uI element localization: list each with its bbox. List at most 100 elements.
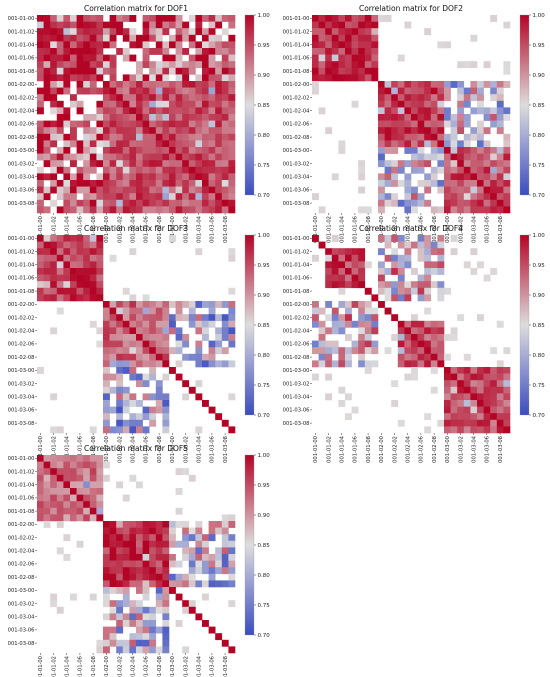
heatmap-cell — [221, 54, 229, 62]
heatmap-cell — [37, 494, 44, 502]
heatmap-cell — [364, 48, 372, 55]
heatmap-cell — [417, 199, 425, 207]
heatmap-cell — [136, 153, 143, 161]
heatmap-cell — [96, 287, 104, 295]
heatmap-cell — [56, 494, 64, 502]
heatmap-cell — [142, 560, 150, 568]
heatmap-cell — [318, 21, 326, 29]
heatmap-cell — [142, 186, 150, 194]
heatmap-cell — [437, 147, 445, 154]
heatmap-cell — [364, 320, 372, 328]
heatmap-cell — [318, 360, 326, 368]
heatmap-cell — [397, 320, 405, 328]
heatmap-cell — [444, 380, 451, 388]
heatmap-cell — [195, 534, 203, 542]
heatmap-cell — [450, 406, 458, 414]
heatmap-cell — [188, 534, 196, 542]
heatmap-cell — [188, 100, 196, 108]
heatmap-cell — [202, 314, 209, 322]
heatmap-cell — [155, 166, 163, 174]
heatmap-cell — [195, 107, 203, 115]
heatmap-cell — [496, 426, 504, 434]
heatmap-cell — [37, 261, 44, 269]
heatmap-cell — [169, 534, 176, 542]
heatmap-cell — [129, 173, 137, 181]
heatmap-cell — [142, 301, 150, 308]
heatmap-cell — [116, 15, 124, 22]
heatmap-cell — [63, 254, 71, 262]
heatmap-cell — [470, 133, 478, 141]
heatmap-cell — [470, 400, 478, 407]
heatmap-cell — [37, 54, 44, 62]
heatmap-cell — [195, 521, 203, 528]
heatmap-cell — [430, 127, 438, 135]
heatmap-cell — [149, 419, 157, 427]
heatmap-cell — [450, 180, 458, 187]
heatmap-cell — [169, 573, 176, 581]
heatmap-cell — [391, 248, 399, 256]
heatmap-cell — [155, 153, 163, 161]
heatmap-cell — [175, 48, 183, 55]
heatmap-cell — [490, 380, 498, 388]
heatmap-cell — [129, 74, 137, 82]
heatmap-cell — [136, 606, 143, 614]
heatmap-cell — [450, 166, 458, 174]
heatmap-cell — [450, 235, 458, 242]
heatmap-cell — [136, 199, 143, 207]
heatmap-cell — [129, 600, 137, 608]
x-tick-label: 001-03-02 — [183, 436, 189, 463]
heatmap-cell — [208, 360, 216, 368]
y-tick-label: 001-01-08 — [8, 289, 35, 295]
heatmap-cell — [404, 127, 412, 135]
heatmap-cell — [136, 639, 143, 647]
heatmap-cell — [384, 87, 392, 95]
heatmap-cell — [149, 67, 157, 75]
heatmap-cell — [228, 254, 236, 262]
heatmap-cell — [391, 294, 399, 302]
heatmap-cell — [411, 373, 418, 381]
heatmap-cell — [136, 100, 143, 108]
heatmap-cell — [76, 268, 84, 275]
heatmap-cell — [417, 87, 425, 95]
heatmap-cell — [188, 153, 196, 161]
heatmap-cell — [202, 206, 209, 214]
heatmap-cell — [208, 554, 216, 561]
heatmap-cell — [169, 560, 176, 568]
heatmap-cell — [162, 186, 170, 194]
heatmap-cell — [136, 340, 143, 348]
heatmap-cell — [63, 180, 71, 187]
heatmap-cell — [490, 413, 498, 421]
heatmap-cell — [384, 241, 392, 249]
heatmap-cell — [89, 468, 97, 476]
y-tick-label: 001-01-08 — [8, 69, 35, 75]
heatmap-cell — [155, 34, 163, 42]
heatmap-cell — [116, 153, 124, 161]
heatmap-cell — [109, 606, 117, 614]
heatmap-cell — [50, 507, 58, 515]
heatmap-cell — [129, 206, 137, 214]
heatmap-cell — [70, 474, 77, 482]
heatmap-cell — [109, 87, 117, 95]
heatmap-cell — [63, 494, 71, 502]
heatmap-cell — [391, 107, 399, 115]
heatmap-cell — [215, 120, 223, 128]
heatmap-cell — [175, 593, 183, 601]
heatmap-cell — [331, 28, 339, 36]
heatmap-cell — [391, 287, 399, 295]
heatmap-cell — [444, 173, 451, 181]
x-tick-label: 001-02-08 — [432, 436, 438, 463]
heatmap-cell — [384, 127, 392, 135]
y-tick-label: 001-02-02 — [283, 315, 310, 321]
heatmap-cell — [149, 28, 157, 36]
heatmap-cell — [63, 514, 71, 522]
heatmap-cell — [208, 560, 216, 568]
y-tick-label: 001-03-00 — [8, 148, 35, 154]
heatmap-cell — [109, 386, 117, 394]
heatmap-cell — [364, 367, 372, 374]
heatmap-cell — [162, 160, 170, 168]
heatmap-cell — [63, 153, 71, 161]
heatmap-cell — [450, 373, 458, 381]
heatmap-cell — [169, 314, 176, 322]
heatmap-cell — [391, 334, 399, 341]
x-tick-label: 001-01-06 — [78, 656, 84, 677]
